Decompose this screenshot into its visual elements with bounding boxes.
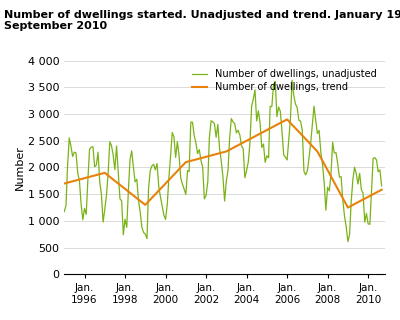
Number of dwellings, unadjusted [182,187,186,191]
Number of dwellings, unadjusted [271,83,276,86]
Number of dwellings, trend [313,148,318,152]
Number of dwellings, trend [379,188,384,192]
Number of dwellings, unadjusted [290,78,294,82]
Number of dwellings, trend [124,188,129,192]
Number of dwellings, unadjusted [302,170,306,173]
Number of dwellings, trend [62,181,67,185]
Number of dwellings, unadjusted [346,240,350,244]
Number of dwellings, trend [271,124,276,128]
Text: Number of dwellings started. Unadjusted and trend. January 1995-
September 2010: Number of dwellings started. Unadjusted … [4,10,400,31]
Number of dwellings, unadjusted [379,184,384,188]
Number of dwellings, trend [346,206,350,210]
Y-axis label: Number: Number [15,145,25,190]
Number of dwellings, trend [285,117,290,121]
Number of dwellings, unadjusted [313,119,318,123]
Line: Number of dwellings, trend: Number of dwellings, trend [64,119,382,208]
Number of dwellings, trend [302,135,306,139]
Number of dwellings, unadjusted [62,210,67,213]
Number of dwellings, trend [112,179,117,183]
Legend: Number of dwellings, unadjusted, Number of dwellings, trend: Number of dwellings, unadjusted, Number … [188,66,380,96]
Number of dwellings, unadjusted [112,168,117,172]
Number of dwellings, trend [182,162,186,166]
Line: Number of dwellings, unadjusted: Number of dwellings, unadjusted [64,80,382,242]
Number of dwellings, unadjusted [124,225,129,229]
